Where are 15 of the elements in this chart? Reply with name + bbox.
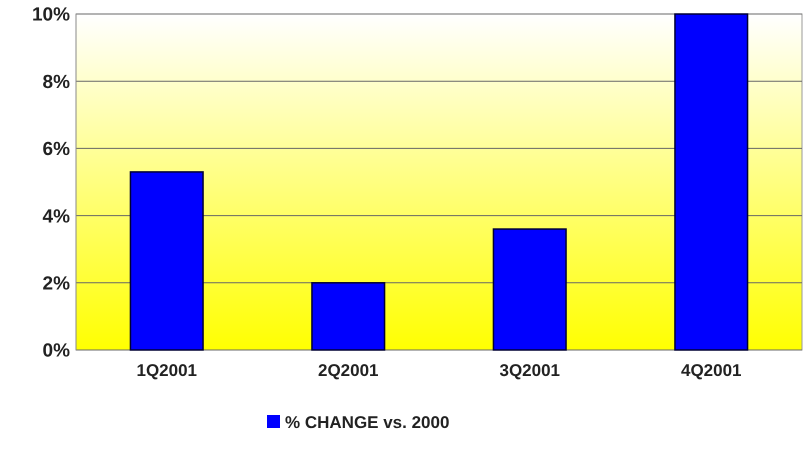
bar [492,228,567,351]
y-tick-label: 2% [42,273,70,294]
x-tick-label: 1Q2001 [136,361,197,380]
y-tick-label: 8% [42,72,70,93]
bar [130,171,204,351]
text: % CHANGE vs. 2000 [285,412,450,432]
y-tick-label: 6% [42,139,70,160]
x-tick-label: 4Q2001 [681,361,742,380]
y-tick-label: 0% [42,340,70,362]
bar [674,13,748,351]
y-tick-label: 4% [42,206,70,228]
x-tick-label: 2Q2001 [318,361,378,380]
x-tick-label: 3Q2001 [500,361,560,380]
bar [311,282,386,351]
y-tick-label: 10% [32,4,70,26]
